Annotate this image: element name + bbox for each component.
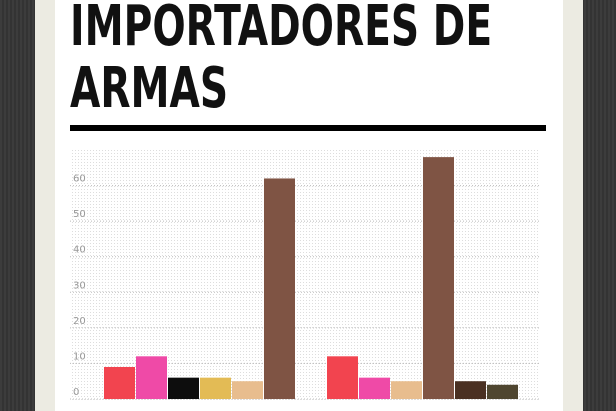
title-rule <box>70 125 546 131</box>
bar <box>200 377 231 399</box>
bar <box>104 366 135 399</box>
bar <box>327 356 358 399</box>
y-tick-label: 10 <box>73 351 86 362</box>
chart-title: IMPORTADORES DE ARMAS <box>70 0 493 121</box>
bar <box>168 377 199 399</box>
y-tick-label: 40 <box>73 245 86 256</box>
bar <box>359 377 390 399</box>
y-tick-label: 50 <box>73 209 86 220</box>
y-tick-label: 60 <box>73 174 86 185</box>
bar <box>232 381 263 399</box>
bar <box>391 381 422 399</box>
y-tick-label: 0 <box>73 387 79 398</box>
bar <box>455 381 486 399</box>
bar <box>423 157 454 399</box>
bar <box>264 178 295 399</box>
bar <box>487 384 518 399</box>
y-tick-label: 20 <box>73 316 86 327</box>
y-tick-label: 30 <box>73 280 86 291</box>
bar <box>136 356 167 399</box>
